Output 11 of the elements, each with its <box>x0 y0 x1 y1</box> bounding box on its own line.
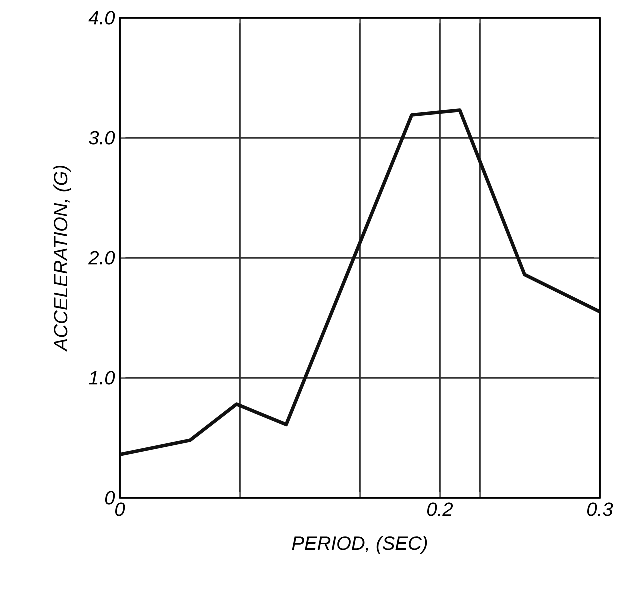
y-tick-label: 2.0 <box>88 251 116 265</box>
y-tick-label: 4.0 <box>88 11 116 25</box>
y-tick-label: 0 <box>105 491 116 505</box>
x-tick-label: 0.3 <box>587 502 614 516</box>
line-series <box>120 108 600 457</box>
y-tick-label: 1.0 <box>89 371 116 385</box>
y-tick-label: 3.0 <box>89 131 116 145</box>
y-axis-title: ACCELERATION, (G) <box>54 166 72 352</box>
x-tick-label: 0 <box>116 502 126 516</box>
x-tick-label: 0.2 <box>427 502 454 516</box>
x-axis-title: PERIOD, (SEC) <box>292 536 428 554</box>
